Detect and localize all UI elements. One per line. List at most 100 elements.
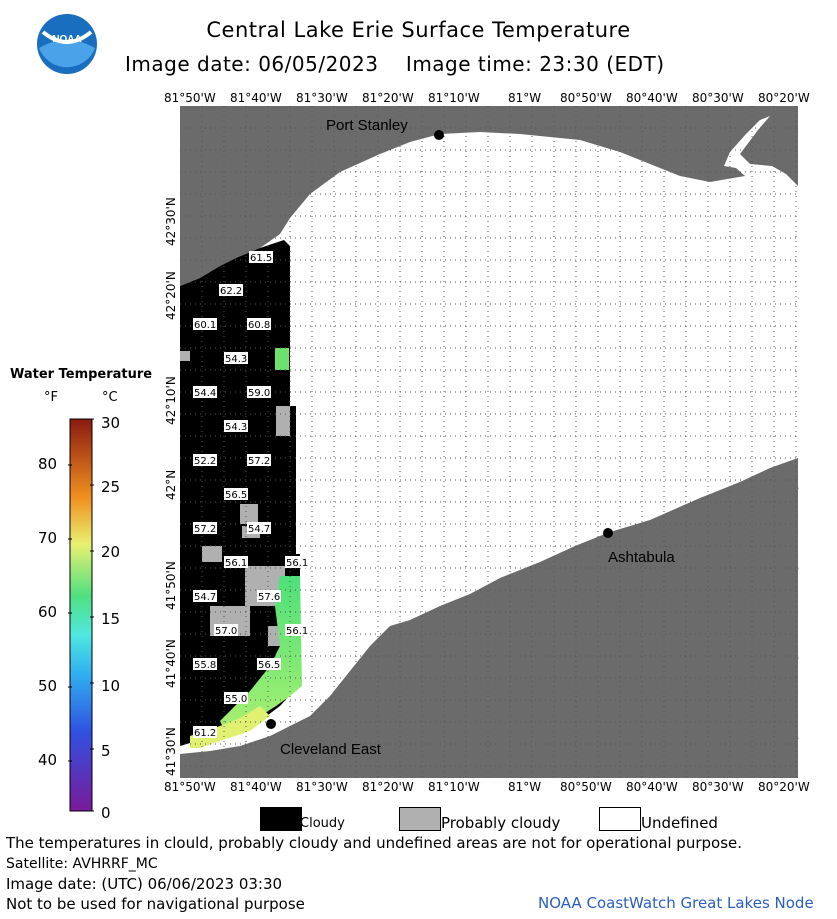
lon-label: 80°50'W: [560, 780, 612, 794]
temperature-label: 57.2: [248, 456, 270, 467]
temperature-label-bg: [247, 522, 271, 534]
lon-label: 81°40'W: [230, 91, 282, 105]
temperature-label: 57.6: [258, 592, 280, 603]
ashtabula-marker: [603, 528, 613, 538]
time-value: 23:30 (EDT): [539, 52, 665, 76]
noaa-node-label: NOAA CoastWatch Great Lakes Node: [538, 894, 814, 912]
port-stanley-marker: [434, 130, 444, 140]
temperature-label: 54.7: [194, 592, 216, 603]
temperature-label-bg: [247, 454, 271, 466]
temperature-label-bg: [224, 556, 248, 568]
legend-f-tick: 40: [38, 751, 58, 769]
time-label: Image time:: [405, 52, 533, 76]
temperature-label: 62.2: [220, 286, 242, 297]
legend-unit-f: °F: [44, 390, 58, 405]
temperature-label-bg: [257, 658, 281, 670]
date-label: Image date:: [125, 52, 252, 76]
temperature-label: 55.8: [194, 660, 216, 671]
lon-label: 81°20'W: [362, 91, 414, 105]
temperature-label-bg: [193, 386, 217, 398]
legend-c-tick: 0: [101, 804, 111, 822]
temperature-label-bg: [193, 522, 217, 534]
lon-label: 80°20'W: [758, 780, 810, 794]
temperature-label-bg: [224, 352, 248, 364]
satellite-text: Satellite: AVHRRF_MC: [6, 856, 158, 872]
temperature-labels: 61.5 62.2 60.1 60.8 54.3 54.4 59.0 54.3 52.2 57.2…: [193, 251, 309, 739]
key-probably-cloudy-swatch: [399, 807, 441, 831]
navigation-warning: Not to be used for navigational purpose: [6, 895, 305, 913]
temperature-label-bg: [224, 420, 248, 432]
warm-water-patch: [220, 576, 302, 731]
lon-label: 81°40'W: [230, 780, 282, 794]
lat-label: 41°50'N: [164, 561, 178, 610]
temperature-label-bg: [285, 624, 309, 636]
place-ashtabula: Ashtabula: [608, 549, 675, 566]
lon-label: 81°W: [508, 780, 542, 794]
temperature-label-bg: [285, 556, 309, 568]
lon-label: 81°30'W: [296, 780, 348, 794]
lon-label: 81°50'W: [164, 91, 216, 105]
temperature-label: 52.2: [194, 456, 216, 467]
temperature-label: 56.5: [258, 660, 280, 671]
temperature-label-bg: [247, 318, 271, 330]
date-value: 06/05/2023: [258, 52, 379, 76]
temperature-label: 54.3: [225, 422, 247, 433]
key-undefined-swatch: [599, 807, 641, 831]
temperature-label-bg: [224, 692, 248, 704]
legend-unit-c: °C: [102, 390, 118, 405]
lat-label: 42°30'N: [164, 197, 178, 246]
temperature-label-bg: [219, 284, 243, 296]
temperature-label: 56.1: [225, 558, 247, 569]
key-undefined-label: Undefined: [641, 814, 718, 832]
green-patch: [275, 348, 289, 370]
temperature-label: 54.7: [248, 524, 270, 535]
temperature-label: 56.1: [286, 558, 308, 569]
lon-label: 80°40'W: [626, 780, 678, 794]
place-port-stanley: Port Stanley: [326, 117, 408, 134]
lon-label: 80°40'W: [626, 91, 678, 105]
temperature-label: 60.1: [194, 320, 216, 331]
temperature-label-bg: [249, 251, 273, 263]
lat-label: 42°20'N: [164, 271, 178, 320]
place-cleveland-east: Cleveland East: [280, 741, 382, 758]
temperature-label-bg: [193, 454, 217, 466]
legend-title: Water Temperature: [10, 367, 153, 382]
lon-label: 81°20'W: [362, 780, 414, 794]
legend-f-tick: 70: [38, 529, 58, 547]
temperature-label: 54.3: [225, 354, 247, 365]
lon-label: 80°30'W: [692, 91, 744, 105]
legend-f-tick: 80: [38, 455, 58, 473]
key-probably-cloudy-label: Probably cloudy: [441, 814, 561, 832]
cleveland-east-marker: [266, 719, 276, 729]
lon-label: 81°10'W: [428, 780, 480, 794]
key-cloudy-swatch: [260, 807, 302, 831]
temperature-label: 57.0: [215, 626, 237, 637]
lake-map: 61.5 62.2 60.1 60.8 54.3 54.4 59.0 54.3 52.2 57.2…: [180, 106, 798, 778]
utc-image-date: Image date: (UTC) 06/06/2023 03:30: [6, 875, 283, 893]
lon-label: 80°30'W: [692, 780, 744, 794]
noaa-logo: NOAA: [37, 14, 97, 74]
temperature-label: 57.2: [194, 524, 216, 535]
legend-c-tick: 10: [101, 677, 121, 695]
temperature-label: 59.0: [248, 388, 270, 399]
map-title: Central Lake Erie Surface Temperature: [206, 18, 631, 42]
image-date-time: Image date: 06/05/2023 Image time: 23:30…: [125, 52, 665, 76]
temperature-label: 61.5: [250, 253, 272, 264]
lat-label: 42°N: [164, 469, 178, 500]
lon-label: 80°50'W: [560, 91, 612, 105]
lon-label: 80°20'W: [758, 91, 810, 105]
temperature-label-bg: [193, 318, 217, 330]
temperature-label: 60.8: [248, 320, 270, 331]
temperature-label-bg: [193, 590, 217, 602]
lon-label: 81°50'W: [164, 780, 216, 794]
temperature-label: 55.0: [225, 694, 247, 705]
lon-label: 81°30'W: [296, 91, 348, 105]
lat-label: 42°10'N: [164, 376, 178, 425]
temperature-label: 56.5: [225, 490, 247, 501]
lat-lon-grid: [180, 106, 798, 778]
temperature-label: 54.4: [194, 388, 216, 399]
legend-c-tick: 25: [101, 478, 121, 496]
legend-f-tick: 50: [38, 677, 58, 695]
logo-text: NOAA: [52, 34, 81, 45]
lat-label: 41°30'N: [164, 727, 178, 776]
